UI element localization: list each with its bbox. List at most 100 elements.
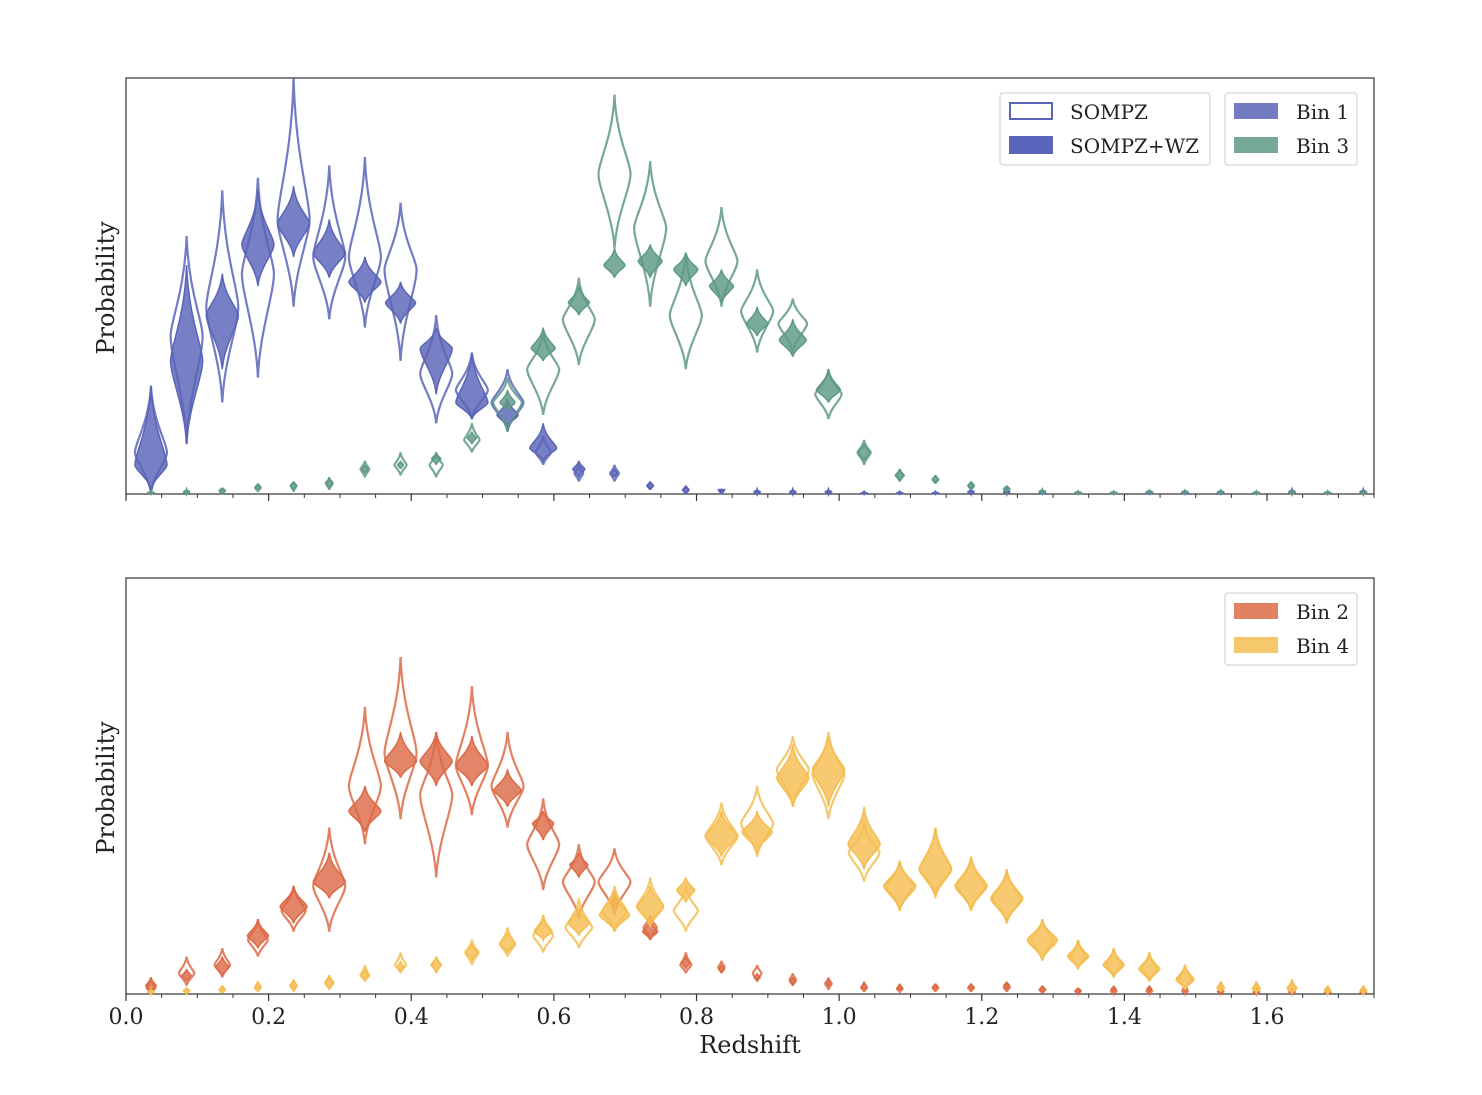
bin-3-sompz-violin [668,252,703,370]
bin-2-sompz-wz-violin [455,735,489,787]
bin-4-sompz-violin [847,823,881,882]
bin-3-sompz-violin [895,468,905,482]
bin-2-sompz-violin [717,960,726,974]
bin-3-sompz-violin [146,489,156,497]
bin-4-sompz-violin [1069,939,1087,970]
bin-2-sompz-violin [860,981,869,993]
bin-4-sompz-wz-violin [847,806,881,870]
bin-1-sompz-violin [609,464,621,482]
bin-4-sompz-violin [1140,952,1159,982]
x-tick-label: 1.2 [964,1005,999,1030]
bin-3-sompz-violin [393,452,408,476]
top-panel-x-ticks [125,494,1375,501]
bottom-panel-violins [144,656,1368,998]
bin-3-sompz-violin [526,331,561,416]
x-tick-label: 0.6 [536,1005,571,1030]
bin-2-sompz-wz-violin [181,968,192,982]
bin-4-sompz-violin [359,964,371,982]
bin-3-sompz-violin [324,477,334,491]
bin-4-sompz-wz-violin [776,744,810,807]
bin-1-sompz-wz-violin [419,327,453,395]
bin-2-sompz-violin [454,686,489,816]
bin-1-sompz-violin [347,157,383,328]
bin-4-sompz-violin [253,981,263,993]
bin-3-sompz-violin [1038,486,1047,496]
bin-3-sompz-violin [633,161,668,307]
x-tick-label: 1.6 [1250,1005,1285,1030]
bin-2-sompz-wz-violin [419,731,453,787]
bin-4-sompz-violin [635,877,665,928]
bin-3-sompz-wz-violin [745,306,769,337]
legend-bin2-label: Bin 2 [1296,600,1349,624]
bin-4-sompz-violin [740,785,775,857]
bin-2-sompz-wz-violin [312,852,346,899]
bin-3-sompz-violin [704,206,739,307]
legend-bin1-swatch [1234,103,1278,119]
legend-sompz-wz-label: SOMPZ+WZ [1070,134,1199,158]
bin-2-sompz-violin [280,885,307,932]
bin-3-sompz-violin [740,269,775,353]
x-tick-label: 1.0 [822,1005,857,1030]
bin-1-sompz-wz-violin [348,256,382,303]
bin-4-sompz-violin [564,898,594,949]
top-legend-bins: Bin 1 Bin 3 [1224,92,1358,166]
bin-2-sompz-violin [490,731,525,828]
bin-4-sompz-violin [464,939,480,966]
bin-4-sompz-violin [1287,979,1297,994]
top-legend-style: SOMPZ SOMPZ+WZ [999,92,1211,166]
bin-3-sompz-violin [1287,489,1297,496]
bin-3-sompz-violin [597,94,632,249]
bin-1-sompz-violin [383,202,418,361]
bin-1-sompz-violin [205,190,240,403]
bin-1-sompz-violin [966,486,976,498]
bottom-legend-bins: Bin 2 Bin 4 [1224,592,1358,666]
x-tick-label: 0.0 [109,1005,144,1030]
bin-2-sompz-violin [751,964,763,982]
bin-1-sompz-wz-violin [169,265,204,445]
bin-4-sompz-violin [1359,985,1368,998]
legend-bin4-label: Bin 4 [1296,634,1349,658]
bin-1-sompz-violin [895,489,904,496]
bin-4-sompz-wz-violin [598,889,631,932]
legend-sompz-label: SOMPZ [1070,100,1148,124]
bin-3-sompz-violin [931,474,940,484]
top-panel-frame [125,77,1375,495]
bin-2-sompz-wz-violin [348,785,382,832]
x-tick-label: 0.4 [394,1005,429,1030]
bin-3-sompz-violin [253,483,263,493]
bin-2-sompz-violin [1180,987,1190,998]
bin-4-sompz-wz-violin [918,827,953,899]
bin-3-sompz-violin [966,481,976,491]
legend-bin4-swatch [1234,637,1278,653]
legend-bin3-label: Bin 3 [1296,134,1349,158]
legend-bin1-label: Bin 1 [1296,100,1349,124]
bin-1-sompz-wz-violin [241,190,275,287]
bin-3-sompz-violin [1252,489,1261,496]
bin-2-sompz-violin [1216,984,1225,997]
bin-1-sompz-violin [717,487,726,495]
bin-3-sompz-violin [777,298,809,353]
x-tick-label: 0.2 [251,1005,286,1030]
bin-1-sompz-wz-violin [384,281,417,324]
legend-filled-swatch [1009,136,1053,154]
bin-4-sompz-violin [146,986,156,998]
bin-2-sompz-wz-violin [531,810,555,841]
bin-1-sompz-violin [169,236,204,445]
bin-4-sompz-violin [1323,985,1332,998]
bin-3-sompz-violin [1323,489,1332,496]
bin-3-sompz-violin [856,439,872,466]
bin-2-sompz-violin [383,656,418,820]
bin-3-sompz-violin [1359,489,1368,496]
bin-4-sompz-violin [885,860,915,912]
bin-2-sompz-violin [526,798,561,891]
bin-4-sompz-violin [601,885,628,932]
bin-3-sompz-violin [1145,488,1154,496]
bin-2-sompz-violin [419,731,454,878]
bin-1-sompz-wz-violin [276,186,311,258]
bin-1-sompz-wz-violin [610,468,619,478]
bin-2-sompz-violin [1073,987,1083,998]
bin-3-sompz-violin [463,423,481,453]
bin-3-sompz-violin [814,369,843,420]
bin-4-sompz-violin [1030,918,1055,961]
bin-4-sompz-violin [811,731,846,820]
